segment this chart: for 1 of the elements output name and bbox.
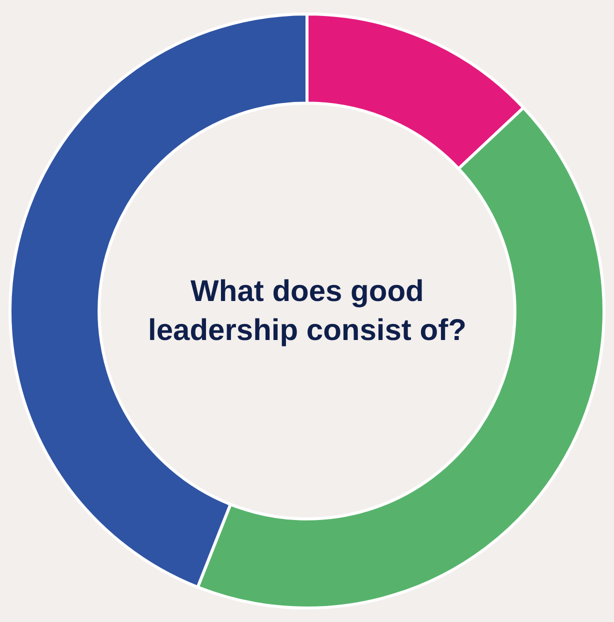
text: What does good leadership consist of? xyxy=(148,275,466,347)
